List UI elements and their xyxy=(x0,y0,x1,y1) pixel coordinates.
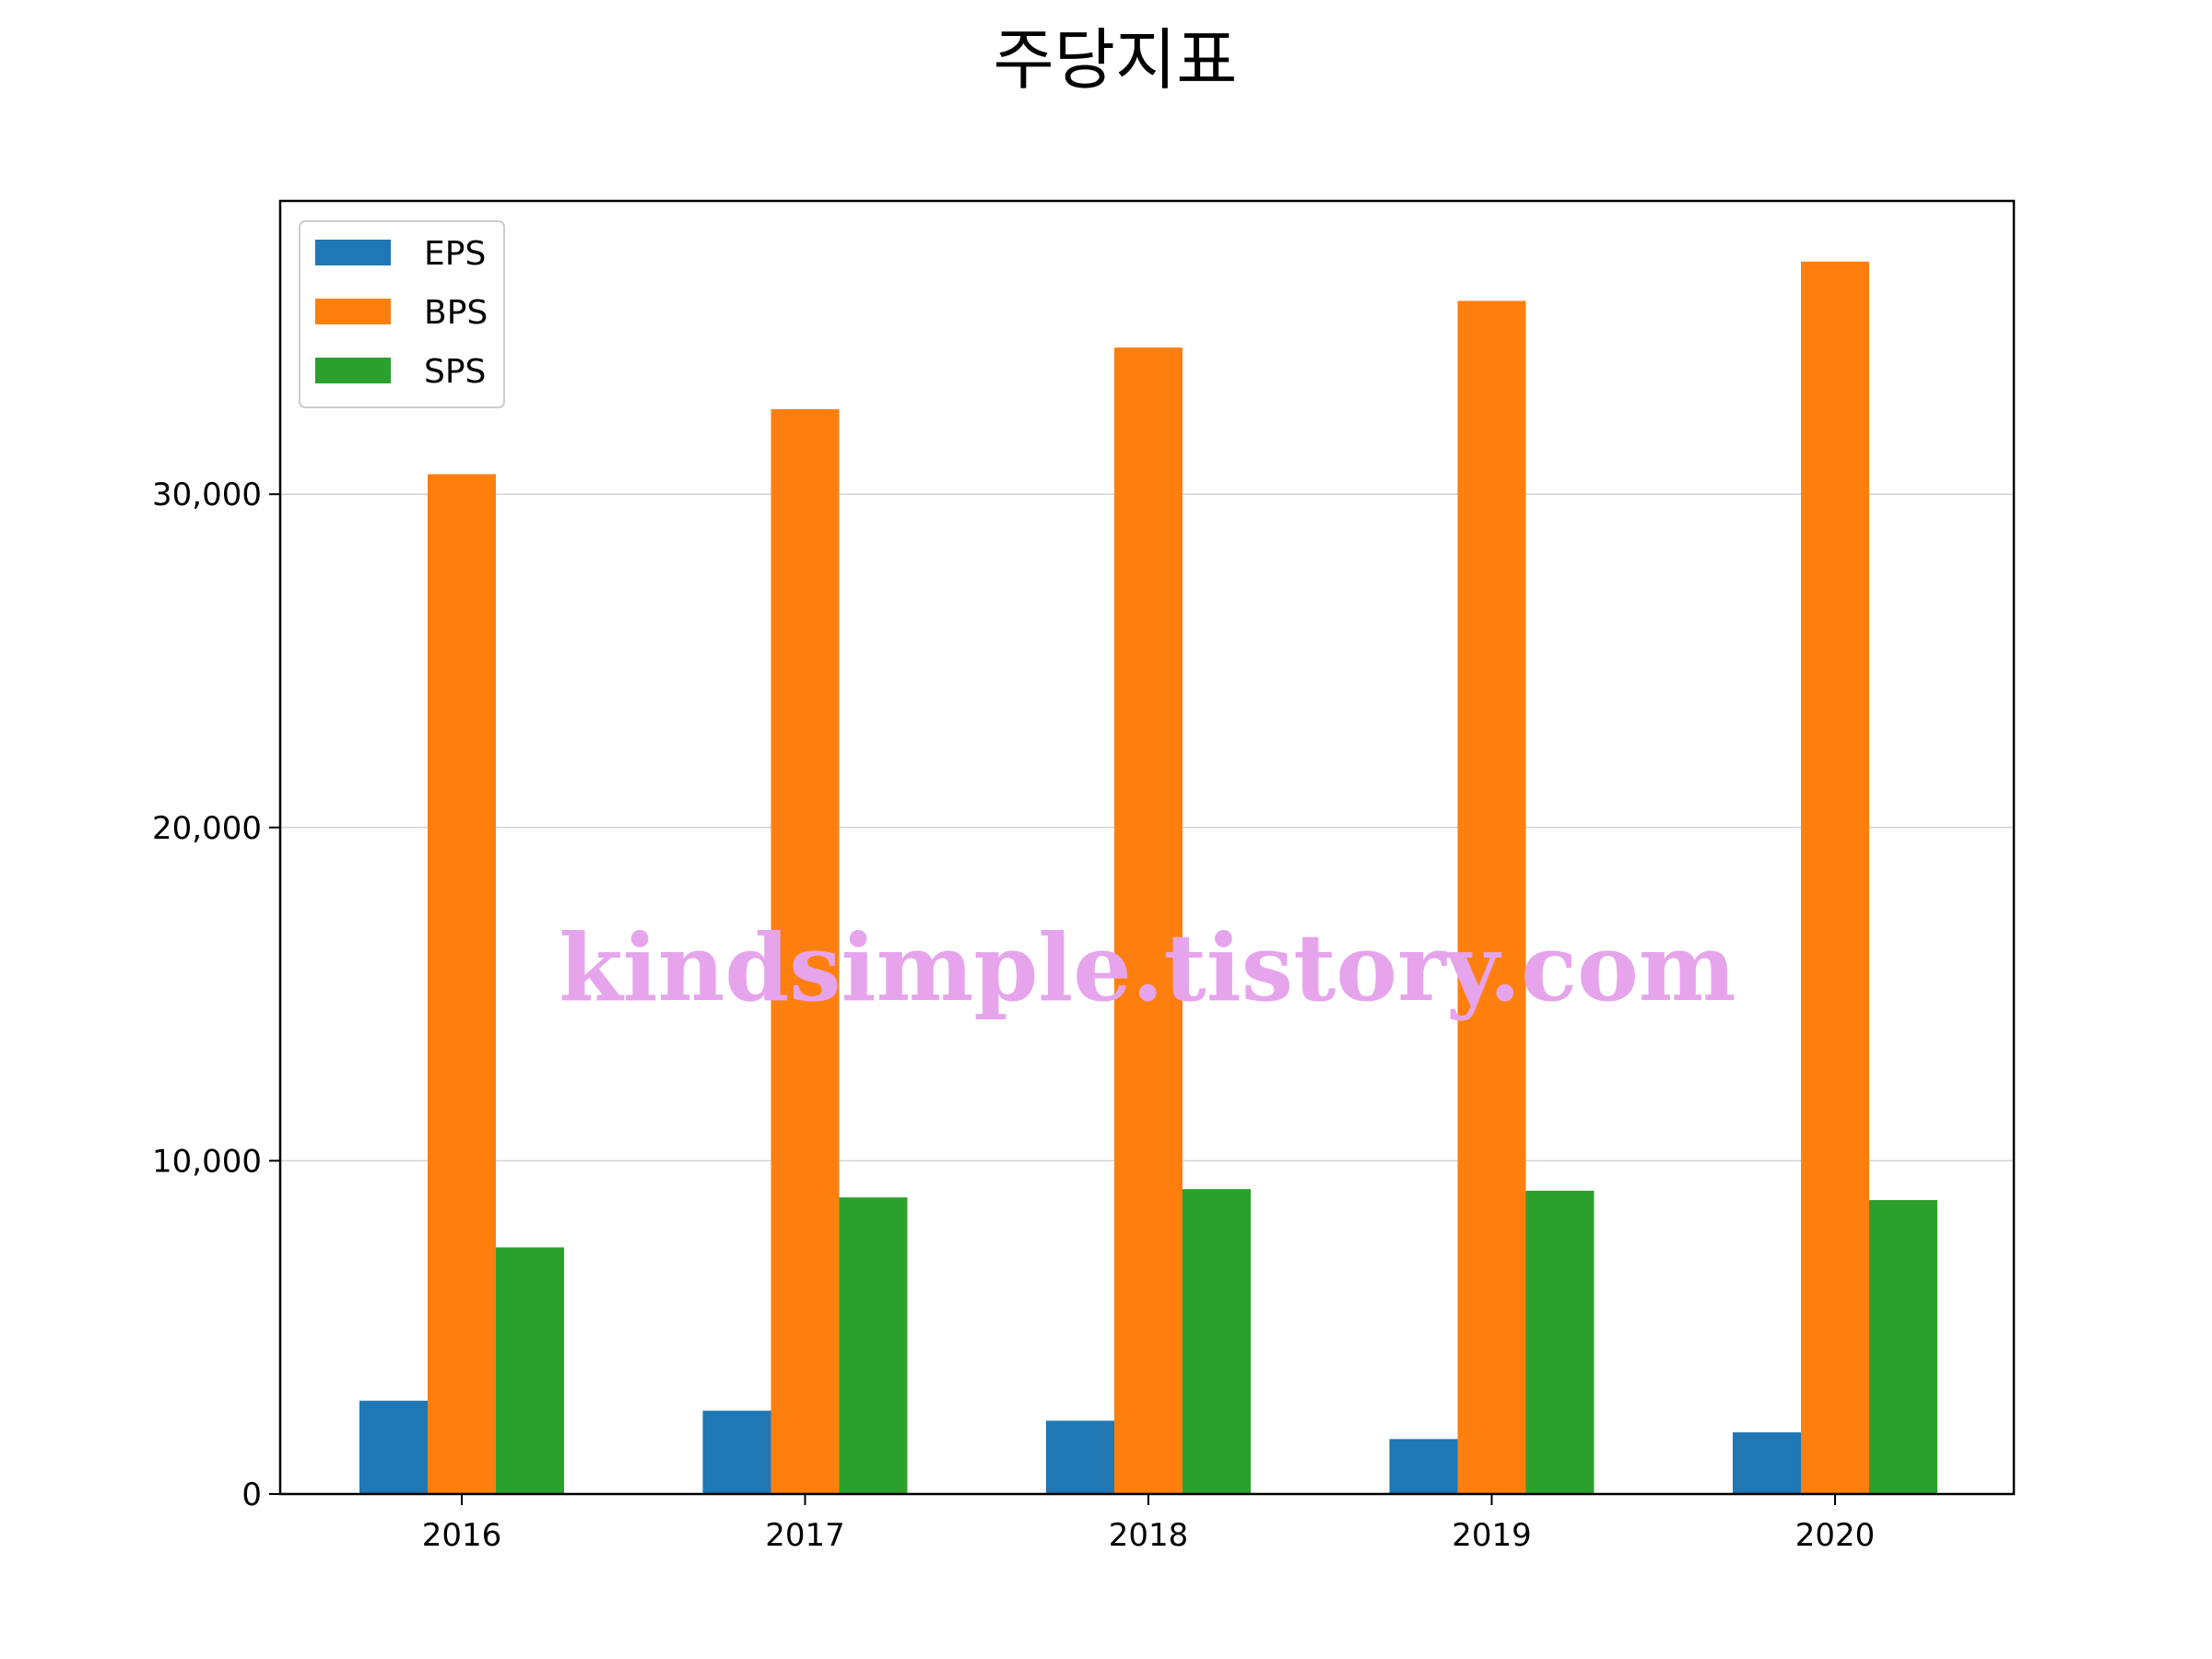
bar-sps-2018 xyxy=(1182,1189,1251,1494)
bar-eps-2020 xyxy=(1733,1432,1801,1494)
y-tick-label-1: 10,000 xyxy=(152,1143,262,1180)
watermark-text: kindsimple.tistory.com xyxy=(559,913,1735,1022)
legend-swatch-bps xyxy=(315,299,391,324)
bars xyxy=(359,261,1937,1495)
x-tick-label-2017: 2017 xyxy=(765,1517,845,1554)
x-tick-label-2016: 2016 xyxy=(422,1517,502,1554)
bar-sps-2019 xyxy=(1525,1190,1594,1494)
legend-swatch-sps xyxy=(315,358,391,383)
bar-bps-2018 xyxy=(1114,347,1182,1495)
bar-sps-2020 xyxy=(1869,1200,1937,1494)
y-axis: 0 10,000 20,000 30,000 xyxy=(152,477,280,1513)
y-tick-label-3: 30,000 xyxy=(152,477,262,513)
chart-title: 주당지표 xyxy=(994,21,1238,99)
legend-swatch-eps xyxy=(315,240,391,265)
bar-bps-2017 xyxy=(771,408,840,1494)
bar-eps-2018 xyxy=(1046,1420,1114,1494)
x-tick-label-2020: 2020 xyxy=(1795,1517,1876,1554)
bar-bps-2019 xyxy=(1457,300,1526,1494)
legend: EPS BPS SPS xyxy=(299,220,505,408)
bar-eps-2019 xyxy=(1389,1439,1458,1494)
bar-bps-2020 xyxy=(1801,261,1869,1495)
legend-label-bps: BPS xyxy=(424,294,488,332)
x-axis: 2016 2017 2018 2019 2020 xyxy=(422,1494,1876,1554)
bar-eps-2016 xyxy=(359,1400,428,1494)
x-tick-label-2019: 2019 xyxy=(1452,1517,1532,1554)
bar-sps-2016 xyxy=(496,1247,564,1494)
y-tick-label-0: 0 xyxy=(241,1477,262,1513)
bar-bps-2016 xyxy=(428,474,496,1495)
x-tick-label-2018: 2018 xyxy=(1109,1517,1189,1554)
bar-sps-2017 xyxy=(839,1197,908,1494)
y-tick-label-2: 20,000 xyxy=(152,810,262,847)
legend-label-eps: EPS xyxy=(424,235,486,273)
plot-frame xyxy=(278,199,2016,1496)
legend-label-sps: SPS xyxy=(424,353,486,391)
bar-eps-2017 xyxy=(702,1410,771,1494)
